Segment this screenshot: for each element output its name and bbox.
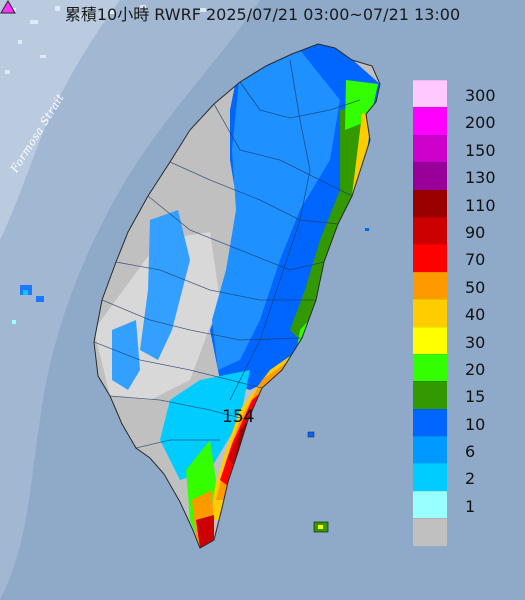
legend-label: 300 [465, 86, 496, 105]
legend-swatch [413, 436, 447, 464]
legend-row: 130 [413, 162, 525, 190]
legend-row: 300 [413, 80, 525, 108]
legend-swatch [413, 107, 447, 135]
legend-row: 200 [413, 107, 525, 135]
legend-row: 110 [413, 189, 525, 217]
legend-row: 40 [413, 299, 525, 327]
legend-row: 10 [413, 408, 525, 437]
legend-row: 1 [413, 490, 525, 519]
legend-swatch [413, 490, 447, 519]
legend-swatch [413, 518, 447, 546]
penghu-echo [12, 285, 44, 324]
coastline [93, 43, 381, 549]
legend-row: 15 [413, 381, 525, 409]
legend-label: 6 [465, 442, 476, 462]
legend-row [413, 518, 525, 546]
legend-swatch [413, 299, 447, 327]
shallow-sea [0, 0, 260, 600]
legend-label: 130 [465, 168, 496, 188]
legend-swatch [413, 189, 447, 217]
legend-swatch [413, 353, 447, 382]
legend-label: 2 [465, 469, 476, 489]
legend-label: 40 [465, 305, 486, 325]
legend-row: 20 [413, 353, 525, 382]
legend-row: 90 [413, 216, 525, 245]
legend-label: 150 [465, 140, 496, 160]
legend-swatch [413, 216, 447, 245]
legend-swatch [413, 134, 447, 163]
legend-label: 15 [465, 387, 486, 407]
max-rainfall-label: 154 [222, 407, 255, 427]
legend-label: 10 [465, 414, 486, 434]
legend-row: 6 [413, 436, 525, 464]
legend-swatch [413, 271, 447, 300]
max-rainfall-triangle-icon [0, 0, 16, 14]
legend-row: 2 [413, 463, 525, 491]
legend-label: 30 [465, 332, 486, 352]
legend-row: 70 [413, 244, 525, 272]
legend-swatch [413, 80, 447, 108]
legend-swatch [413, 463, 447, 491]
legend-row: 30 [413, 326, 525, 354]
legend-row: 150 [413, 134, 525, 163]
green-island [313, 521, 329, 533]
legend-label: 90 [465, 222, 486, 242]
legend-label: 110 [465, 195, 496, 215]
legend-label: 50 [465, 277, 486, 297]
legend-swatch [413, 326, 447, 354]
legend-swatch [413, 408, 447, 437]
shallow-sea-north [0, 0, 120, 240]
legend-swatch [413, 162, 447, 190]
orchid-island [307, 431, 315, 438]
legend-label: 70 [465, 250, 486, 270]
legend-label: 20 [465, 359, 486, 379]
small-echo-east [365, 228, 369, 231]
legend-swatch [413, 381, 447, 409]
legend-label: 1 [465, 496, 476, 516]
legend-row: 50 [413, 271, 525, 300]
rainfall-legend: 300 200 150 130 110 90 70 50 40 30 20 15 10 6 2 1 [413, 80, 525, 546]
legend-swatch [413, 244, 447, 272]
map-title: 累積10小時 RWRF 2025/07/21 03:00~07/21 13:00 [64, 5, 461, 24]
legend-label: 200 [465, 113, 496, 133]
